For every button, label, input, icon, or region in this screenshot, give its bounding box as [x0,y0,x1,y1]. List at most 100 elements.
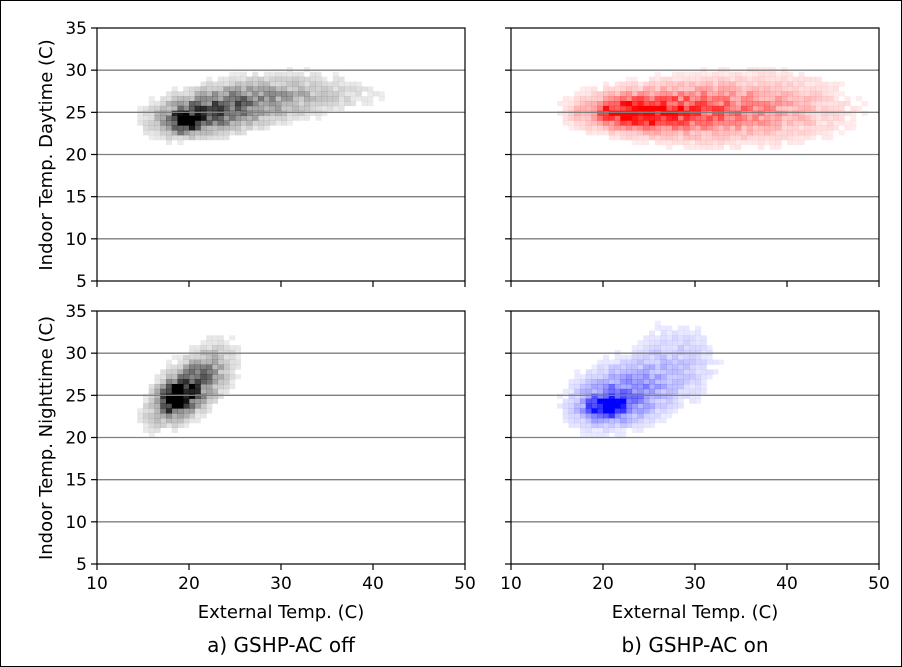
heatmap-cell [718,100,725,107]
heatmap-cell [787,110,794,116]
heatmap-cell [677,135,684,141]
heatmap-cell [315,100,322,107]
heatmap-cell [206,115,213,121]
heatmap-cell [677,403,684,409]
heatmap-cell [281,100,288,107]
heatmap-cell [580,100,587,107]
heatmap-cell [614,408,621,414]
heatmap-cell [672,388,679,395]
heatmap-cell [614,427,621,433]
heatmap-cell [626,96,633,102]
heatmap-cell [574,369,581,375]
heatmap-cells-a-bottom [137,335,242,438]
heatmap-cell [677,100,684,107]
heatmap-cell [223,374,230,380]
heatmap-cell [206,335,213,341]
heatmap-cell [304,100,311,107]
heatmap-cell [350,100,357,107]
heatmap-cell [154,403,161,409]
heatmap-cell [787,81,794,87]
heatmap-cell [695,340,702,346]
heatmap-cell [212,383,219,390]
heatmap-cell [758,66,765,73]
heatmap-cell [263,115,270,121]
heatmap-cell [620,100,627,107]
heatmap-cell [700,379,707,385]
heatmap-cell [154,413,161,419]
heatmap-cell [677,345,684,351]
heatmap-cell [729,130,736,136]
heatmap-cell [597,359,604,365]
heatmap-cell [166,418,173,424]
heatmap-cell [700,349,707,356]
heatmap-cell [827,100,834,107]
heatmap-cell [695,100,702,107]
heatmap-cell [769,144,776,150]
heatmap-cell [263,81,270,87]
heatmap-cell [281,120,288,126]
heatmap-cell [666,139,673,146]
heatmap-cell [654,100,661,107]
heatmap-cell [217,105,224,112]
heatmap-cell [338,100,345,107]
heatmap-cell [171,115,178,121]
heatmap-cell [160,398,167,404]
heatmap-cell [637,364,644,370]
heatmap-cell [240,76,247,82]
heatmap-cell [660,383,667,390]
heatmap-cell [194,369,201,375]
heatmap-cell [660,125,667,131]
heatmap-cell [235,110,242,116]
heatmap-cell [585,115,592,121]
heatmap-cell [183,369,190,375]
y-tick-label: 5 [76,555,87,575]
heatmap-cell [752,76,759,82]
heatmap-cell [798,71,805,77]
heatmap-cell [654,388,661,395]
heatmap-cell [603,374,610,380]
heatmap-cell [212,96,219,102]
heatmap-cell [304,86,311,92]
heatmap-cell [838,120,845,126]
heatmap-cell [649,125,656,131]
heatmap-cell [143,110,150,116]
heatmap-cell [154,383,161,390]
heatmap-cell [166,100,173,107]
heatmap-cell [177,383,184,390]
heatmap-cell [695,91,702,97]
heatmap-cell [850,120,857,126]
heatmap-cell [672,96,679,102]
heatmap-cell [171,427,178,433]
heatmap-cell [597,432,604,438]
heatmap-cell [810,76,817,82]
heatmap-cell [660,76,667,82]
heatmap-cell [361,100,368,107]
heatmap-cell [608,135,615,141]
heatmap-cell [695,110,702,116]
heatmap-cell [217,393,224,399]
heatmap-cell [677,115,684,121]
ylabel-nighttime: Indoor Temp. Nighttime (C) [36,316,57,560]
heatmap-cell [689,369,696,375]
panel-b-bottom: 10 20 30 40 50 [500,310,890,594]
heatmap-cell [194,96,201,102]
heatmap-cell [649,91,656,97]
heatmap-cell [183,115,190,121]
heatmap-cell [689,144,696,150]
heatmap-cell [695,364,702,370]
heatmap-cell [200,130,207,136]
heatmap-cell [683,91,690,97]
heatmap-cell [258,76,265,82]
heatmap-cell [206,135,213,141]
caption-gshp-on: b) GSHP-AC on [621,633,768,657]
heatmap-cell [229,345,236,351]
heatmap-cell [695,383,702,390]
heatmap-cell [620,110,627,116]
heatmap-cell [275,120,282,126]
heatmap-cell [258,110,265,116]
heatmap-cell [741,139,748,146]
heatmap-cell [217,369,224,375]
heatmap-cell [206,398,213,404]
heatmap-cell [206,76,213,82]
